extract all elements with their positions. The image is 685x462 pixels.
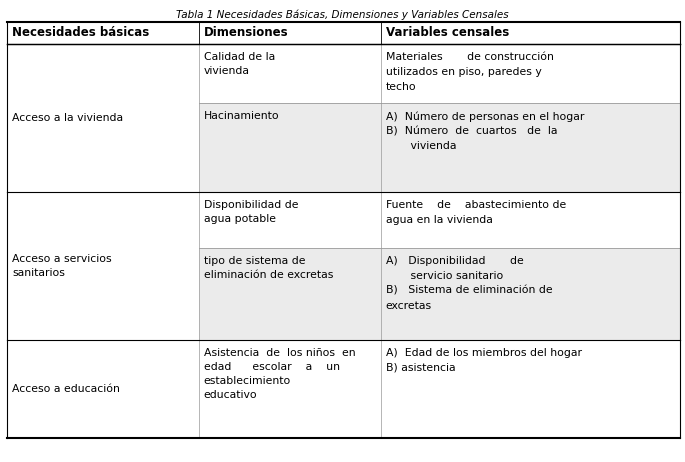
Bar: [199, 192, 380, 248]
Bar: [7, 192, 199, 340]
Text: Variables censales: Variables censales: [386, 26, 509, 39]
Bar: [380, 44, 680, 103]
Bar: [7, 22, 680, 44]
Bar: [199, 103, 380, 192]
Text: A)  Número de personas en el hogar
B)  Número  de  cuartos   de  la
       vivie: A) Número de personas en el hogar B) Núm…: [386, 111, 584, 151]
Text: Necesidades básicas: Necesidades básicas: [12, 26, 149, 39]
Bar: [199, 340, 380, 438]
Bar: [380, 248, 680, 340]
Bar: [7, 44, 199, 192]
Bar: [199, 248, 380, 340]
Text: Asistencia  de  los niños  en
edad      escolar    a    un
establecimiento
educa: Asistencia de los niños en edad escolar …: [204, 348, 356, 400]
Text: Materiales       de construcción
utilizados en piso, paredes y
techo: Materiales de construcción utilizados en…: [386, 52, 553, 91]
Text: Acceso a la vivienda: Acceso a la vivienda: [12, 113, 123, 123]
Text: Tabla 1 Necesidades Básicas, Dimensiones y Variables Censales: Tabla 1 Necesidades Básicas, Dimensiones…: [176, 10, 509, 20]
Bar: [380, 192, 680, 248]
Bar: [7, 340, 199, 438]
Text: Fuente    de    abastecimiento de
agua en la vivienda: Fuente de abastecimiento de agua en la v…: [386, 200, 566, 225]
Text: A)   Disponibilidad       de
       servicio sanitario
B)   Sistema de eliminaci: A) Disponibilidad de servicio sanitario …: [386, 256, 552, 310]
Text: A)  Edad de los miembros del hogar
B) asistencia: A) Edad de los miembros del hogar B) asi…: [386, 348, 582, 373]
Text: Dimensiones: Dimensiones: [204, 26, 288, 39]
Bar: [380, 340, 680, 438]
Text: tipo de sistema de
eliminación de excretas: tipo de sistema de eliminación de excret…: [204, 256, 333, 280]
Text: Acceso a servicios
sanitarios: Acceso a servicios sanitarios: [12, 254, 112, 278]
Bar: [199, 44, 380, 103]
Text: Disponibilidad de
agua potable: Disponibilidad de agua potable: [204, 200, 298, 224]
Text: Calidad de la
vivienda: Calidad de la vivienda: [204, 52, 275, 76]
Text: Hacinamiento: Hacinamiento: [204, 111, 279, 121]
Text: Acceso a educación: Acceso a educación: [12, 384, 120, 394]
Bar: [380, 103, 680, 192]
